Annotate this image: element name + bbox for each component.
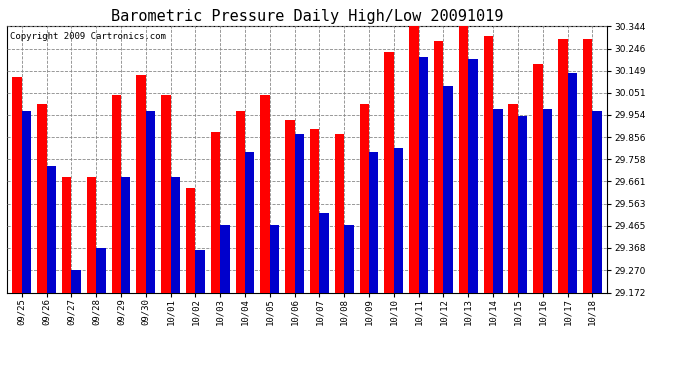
Bar	[409, 22, 419, 292]
Bar	[394, 147, 403, 292]
Bar	[12, 77, 22, 292]
Bar	[444, 86, 453, 292]
Bar	[592, 111, 602, 292]
Bar	[434, 41, 444, 292]
Bar	[146, 111, 155, 292]
Bar	[235, 111, 245, 292]
Bar	[509, 104, 518, 292]
Bar	[543, 109, 552, 292]
Bar	[335, 134, 344, 292]
Bar	[211, 132, 220, 292]
Bar	[186, 189, 195, 292]
Bar	[567, 73, 577, 292]
Bar	[96, 248, 106, 292]
Bar	[121, 177, 130, 292]
Bar	[384, 52, 394, 292]
Bar	[22, 111, 31, 292]
Bar	[170, 177, 180, 292]
Text: Copyright 2009 Cartronics.com: Copyright 2009 Cartronics.com	[10, 32, 166, 40]
Bar	[493, 109, 502, 292]
Title: Barometric Pressure Daily High/Low 20091019: Barometric Pressure Daily High/Low 20091…	[111, 9, 503, 24]
Bar	[319, 213, 329, 292]
Bar	[260, 95, 270, 292]
Bar	[47, 166, 56, 292]
Bar	[112, 95, 121, 292]
Bar	[62, 177, 71, 292]
Bar	[484, 36, 493, 292]
Bar	[533, 63, 543, 292]
Bar	[285, 120, 295, 292]
Bar	[558, 39, 567, 292]
Bar	[71, 270, 81, 292]
Bar	[295, 134, 304, 292]
Bar	[245, 152, 255, 292]
Bar	[469, 59, 477, 292]
Bar	[87, 177, 96, 292]
Bar	[137, 75, 146, 292]
Bar	[270, 225, 279, 292]
Bar	[37, 104, 47, 292]
Bar	[310, 129, 319, 292]
Bar	[518, 116, 527, 292]
Bar	[359, 104, 369, 292]
Bar	[583, 39, 592, 292]
Bar	[161, 95, 170, 292]
Bar	[369, 152, 379, 292]
Bar	[220, 225, 230, 292]
Bar	[344, 225, 354, 292]
Bar	[419, 57, 428, 292]
Bar	[195, 250, 205, 292]
Bar	[459, 20, 469, 292]
